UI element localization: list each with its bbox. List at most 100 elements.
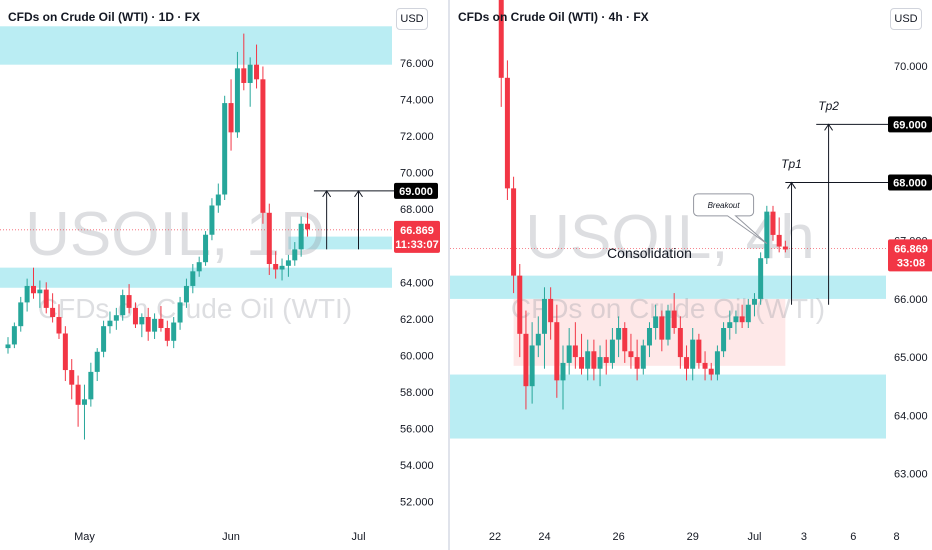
daily-candle: [215, 194, 221, 206]
4h-price-axis: [888, 0, 932, 550]
4h-candle: [541, 298, 547, 334]
daily-candle: [81, 399, 87, 405]
4h-candle: [566, 345, 572, 363]
4h-currency-button[interactable]: USD: [890, 8, 922, 30]
daily-level-tag-text-0: 69.000: [399, 186, 433, 198]
daily-watermark-symbol: USOIL, 1D: [25, 200, 325, 269]
daily-candle: [222, 103, 228, 195]
4h-candle: [727, 322, 733, 328]
daily-chart-panel[interactable]: USOIL, 1D CFDs on Crude Oil (WTI) 52.000 54…: [0, 0, 448, 550]
daily-candle: [94, 351, 100, 372]
4h-level-tag-1: [888, 116, 932, 133]
daily-level-tag-0: [394, 182, 438, 199]
4h-candle: [690, 339, 696, 369]
4h-chart-title: CFDs on Crude Oil (WTI) · 4h · FX: [458, 10, 649, 24]
daily-y-tick: 54.000: [400, 460, 434, 472]
daily-candle: [88, 371, 94, 400]
4h-candle: [616, 328, 622, 340]
4h-x-tick: Jul: [747, 531, 761, 543]
daily-candle: [132, 307, 138, 325]
daily-x-tick: Jul: [351, 531, 365, 543]
4h-target-arrowhead-1: [824, 123, 834, 131]
4h-candle: [782, 246, 788, 250]
4h-candle: [758, 258, 764, 299]
4h-candle: [646, 328, 652, 346]
4h-y-tick: 66.000: [894, 294, 928, 306]
daily-currency-button[interactable]: USD: [396, 8, 428, 30]
4h-candle: [665, 310, 671, 340]
4h-candle: [585, 351, 591, 369]
4h-y-tick: 64.000: [894, 410, 928, 422]
daily-y-tick: 60.000: [400, 350, 434, 362]
daily-zone-0: [0, 26, 392, 65]
daily-chart-svg[interactable]: USOIL, 1D CFDs on Crude Oil (WTI) 52.000 54…: [0, 0, 448, 550]
4h-x-tick: 3: [801, 531, 807, 543]
daily-y-tick: 70.000: [400, 168, 434, 180]
4h-candle: [671, 310, 677, 328]
4h-candle: [609, 339, 615, 363]
daily-y-tick: 58.000: [400, 387, 434, 399]
daily-candle: [30, 285, 36, 294]
4h-candle: [511, 188, 517, 276]
4h-candle: [622, 328, 628, 352]
daily-zone-2: [288, 236, 392, 250]
4h-candle: [634, 357, 640, 369]
daily-candle: [183, 285, 189, 303]
daily-candle: [62, 333, 68, 371]
4h-y-tick: 70.000: [894, 61, 928, 73]
daily-candle: [107, 320, 113, 327]
4h-price-tag-value: 66.869: [894, 243, 928, 255]
4h-candle: [597, 357, 603, 369]
4h-candle: [776, 234, 782, 247]
4h-candle: [548, 298, 554, 323]
4h-candle: [579, 357, 585, 369]
4h-chart-panel[interactable]: USOIL, 4h CFDs on Crude Oil (WTI) Consolid…: [450, 0, 932, 550]
daily-candle: [209, 205, 215, 235]
daily-watermark-name: CFDs on Crude Oil (WTI): [38, 293, 352, 324]
daily-candle: [260, 79, 266, 213]
daily-candle: [203, 234, 209, 263]
daily-y-tick: 52.000: [400, 497, 434, 509]
daily-candle: [298, 223, 304, 250]
4h-candle: [733, 316, 739, 323]
4h-candle: [517, 275, 523, 334]
daily-candle: [5, 344, 11, 349]
4h-level-tag-text-0: 68.000: [893, 178, 927, 190]
4h-x-tick: 24: [538, 531, 550, 543]
daily-y-tick: 56.000: [400, 424, 434, 436]
daily-zone-1: [0, 267, 392, 288]
daily-candle: [50, 307, 56, 318]
daily-y-tick: 62.000: [400, 314, 434, 326]
4h-candle: [702, 362, 708, 369]
4h-callout-text: Breakout: [708, 201, 741, 210]
4h-candle: [554, 322, 560, 381]
4h-candle: [572, 345, 578, 358]
daily-candle: [24, 285, 30, 303]
4h-candle: [529, 345, 535, 387]
4h-candle: [591, 351, 597, 369]
4h-x-tick: 6: [850, 531, 856, 543]
4h-candle: [677, 328, 683, 358]
4h-level-tag-0: [888, 174, 932, 191]
daily-candle: [56, 317, 62, 334]
4h-zone-0: [450, 374, 886, 439]
daily-y-tick: 74.000: [400, 94, 434, 106]
4h-candle: [751, 298, 757, 305]
4h-x-tick: 8: [893, 531, 899, 543]
4h-candle: [745, 304, 751, 323]
daily-candle: [171, 322, 177, 341]
daily-candle: [285, 260, 291, 266]
daily-y-tick: 64.000: [400, 277, 434, 289]
4h-candle: [603, 357, 609, 363]
daily-candle: [190, 271, 196, 286]
4h-candle: [764, 211, 770, 259]
daily-candle: [43, 289, 49, 308]
daily-x-tick: Jun: [222, 531, 240, 543]
4h-x-tick: 22: [489, 531, 501, 543]
daily-candle: [145, 317, 151, 332]
4h-candle: [659, 316, 665, 340]
4h-annotation-2: Tp2: [818, 99, 839, 113]
daily-y-tick: 68.000: [400, 204, 434, 216]
daily-candle: [11, 326, 17, 345]
